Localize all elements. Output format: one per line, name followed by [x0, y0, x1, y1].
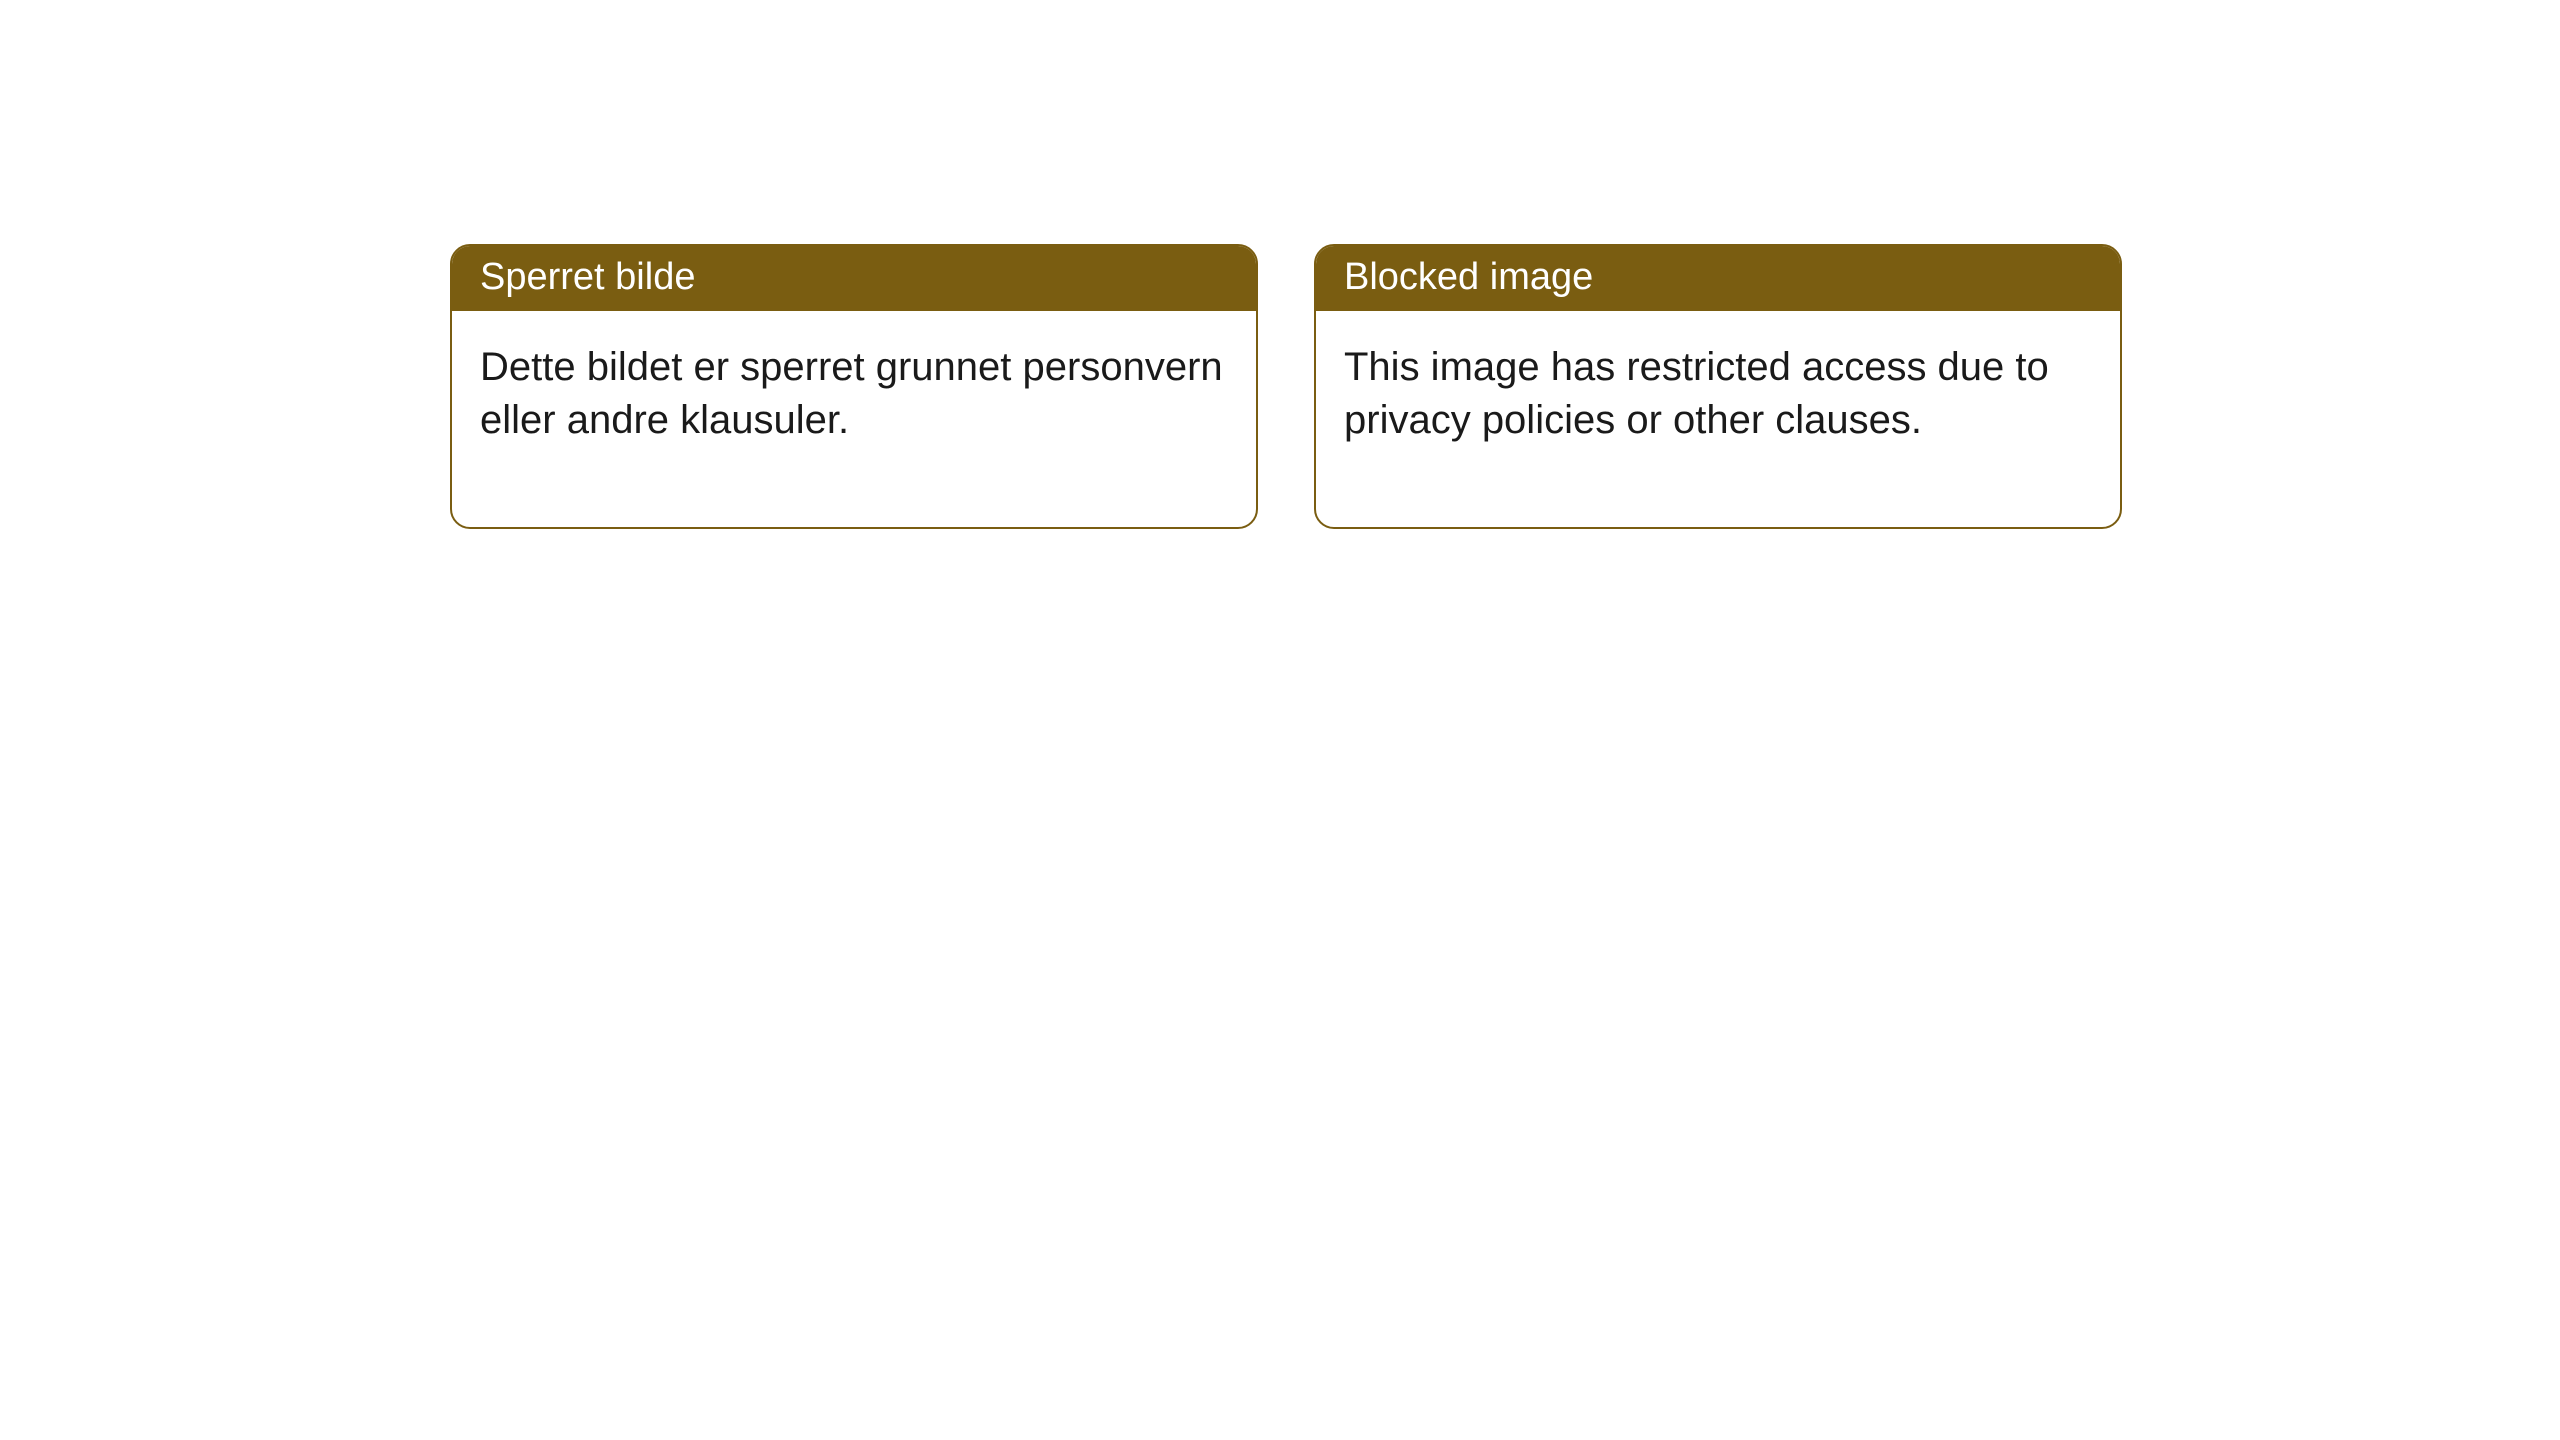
notice-body: Dette bildet er sperret grunnet personve… — [452, 311, 1256, 527]
notice-card-norwegian: Sperret bilde Dette bildet er sperret gr… — [450, 244, 1258, 529]
notice-card-english: Blocked image This image has restricted … — [1314, 244, 2122, 529]
notice-body: This image has restricted access due to … — [1316, 311, 2120, 527]
notice-container: Sperret bilde Dette bildet er sperret gr… — [0, 0, 2560, 529]
notice-header: Blocked image — [1316, 246, 2120, 311]
notice-header: Sperret bilde — [452, 246, 1256, 311]
